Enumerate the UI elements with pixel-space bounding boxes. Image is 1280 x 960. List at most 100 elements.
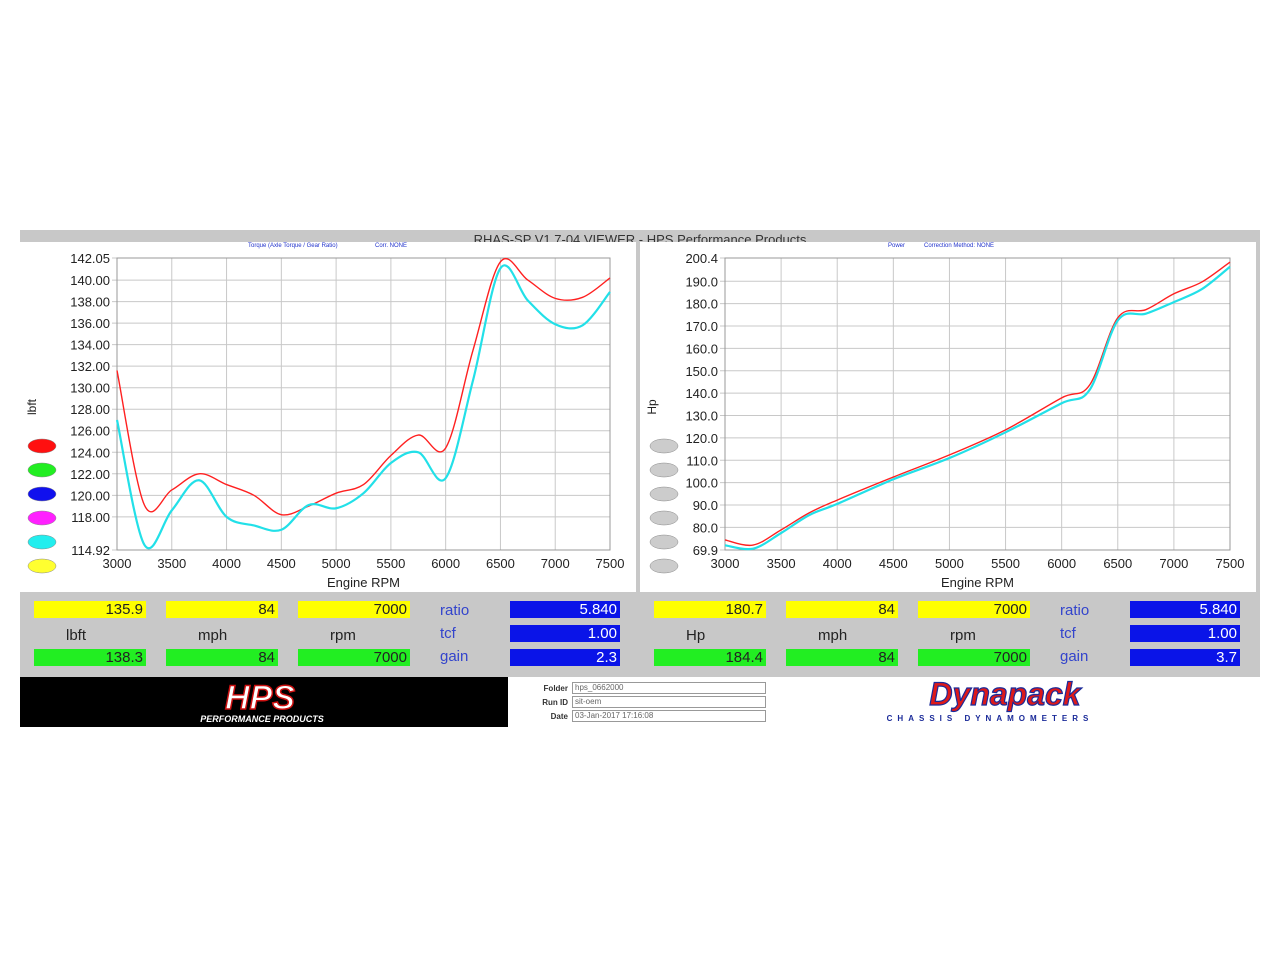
y-tick-label: 69.9	[693, 543, 718, 558]
x-tick-label: 4500	[879, 556, 908, 571]
legend-swatch-0	[649, 438, 679, 454]
x-tick-label: 6500	[486, 556, 515, 571]
y-tick-label: 142.05	[70, 251, 110, 266]
dyno-viewer-window: RHAS-SP V1.7-04 VIEWER - HPS Performance…	[20, 230, 1260, 727]
x-tick-label: 5000	[322, 556, 351, 571]
y-tick-label: 130.0	[685, 409, 718, 424]
unit-label: Hp	[686, 627, 706, 644]
unit-label: mph	[198, 627, 228, 644]
y-tick-label: 80.0	[693, 520, 718, 535]
param-value: 2.3	[510, 649, 620, 666]
torque-chart: 3000 3500 4000 4500 5000 5500 6000 6500 7000 7500…	[25, 251, 625, 590]
legend-swatch-1	[649, 462, 679, 478]
x-tick-label: 7000	[541, 556, 570, 571]
x-tick-label: 3500	[767, 556, 796, 571]
y-tick-label: 130.00	[70, 381, 110, 396]
svg-text:HPS: HPS	[225, 679, 295, 717]
y-tick-label: 170.0	[685, 319, 718, 334]
compare-value-1: 84	[166, 649, 278, 666]
y-tick-label: 90.0	[693, 498, 718, 513]
y-tick-label: 120.0	[685, 431, 718, 446]
legend-swatch-4	[649, 534, 679, 550]
y-tick-label: 138.00	[70, 295, 110, 310]
x-axis-label: Engine RPM	[327, 575, 400, 590]
torque-readouts: 135.9 138.3 lbft 84 84 mph 7000 7000 rpm ratio 5.8…	[20, 596, 636, 676]
y-tick-label: 126.00	[70, 424, 110, 439]
unit-label: lbft	[66, 627, 87, 644]
x-tick-label: 5000	[935, 556, 964, 571]
unit-label: mph	[818, 627, 848, 644]
folder-label: Folder	[543, 683, 568, 693]
x-tick-label: 4000	[212, 556, 241, 571]
y-tick-label: 134.00	[70, 338, 110, 353]
y-axis-label: lbft	[25, 398, 39, 415]
legend-swatch-1	[27, 462, 57, 478]
torque-correction: Corr. NONE	[375, 243, 408, 249]
param-label: ratio	[440, 602, 470, 619]
legend-swatch-5	[649, 558, 679, 574]
y-tick-label: 136.00	[70, 316, 110, 331]
x-tick-label: 5500	[991, 556, 1020, 571]
current-value-1: 84	[166, 601, 278, 618]
run-id-field[interactable]: sit-oem	[572, 696, 766, 708]
param-label: tcf	[440, 625, 456, 642]
y-tick-label: 124.00	[70, 445, 110, 460]
x-tick-label: 7000	[1159, 556, 1188, 571]
param-label: gain	[1060, 648, 1089, 665]
x-tick-label: 7500	[596, 556, 625, 571]
hps-logo: HPS PERFORMANCE PRODUCTS	[20, 677, 508, 727]
run-id-label: Run ID	[542, 697, 568, 707]
folder-field[interactable]: hps_0662000	[572, 682, 766, 694]
legend-swatch-2	[649, 486, 679, 502]
x-tick-label: 3000	[103, 556, 132, 571]
date-field[interactable]: 03-Jan-2017 17:16:08	[572, 710, 766, 722]
y-tick-label: 140.0	[685, 386, 718, 401]
param-label: ratio	[1060, 602, 1090, 619]
series-line-1	[724, 265, 1231, 551]
y-tick-label: 180.0	[685, 297, 718, 312]
legend-swatch-3	[649, 510, 679, 526]
torque-subtitle: Torque (Axle Torque / Gear Ratio)	[248, 243, 338, 249]
series-line-0	[724, 261, 1231, 547]
param-value: 5.840	[510, 601, 620, 618]
current-value-2: 7000	[298, 601, 410, 618]
plot-frame	[724, 257, 1231, 551]
compare-value-0: 184.4	[654, 649, 766, 666]
param-value: 5.840	[1130, 601, 1240, 618]
y-tick-label: 200.4	[685, 251, 718, 266]
legend-swatch-5	[27, 558, 57, 574]
compare-value-2: 7000	[918, 649, 1030, 666]
power-readouts: 180.7 184.4 Hp 84 84 mph 7000 7000 rpm ratio 5.840…	[640, 596, 1256, 676]
y-tick-label: 100.0	[685, 476, 718, 491]
current-value-0: 135.9	[34, 601, 146, 618]
x-tick-label: 3500	[157, 556, 186, 571]
param-value: 1.00	[1130, 625, 1240, 642]
legend-swatch-0	[27, 438, 57, 454]
unit-label: rpm	[330, 627, 356, 644]
param-value: 3.7	[1130, 649, 1240, 666]
legend-swatch-3	[27, 510, 57, 526]
svg-text:PERFORMANCE PRODUCTS: PERFORMANCE PRODUCTS	[200, 714, 324, 724]
y-tick-label: 190.0	[685, 274, 718, 289]
current-value-1: 84	[786, 601, 898, 618]
x-axis-label: Engine RPM	[941, 575, 1014, 590]
compare-value-0: 138.3	[34, 649, 146, 666]
unit-label: rpm	[950, 627, 976, 644]
svg-text:CHASSIS DYNAMOMETERS: CHASSIS DYNAMOMETERS	[887, 714, 1094, 723]
y-tick-label: 160.0	[685, 341, 718, 356]
torque-chart-panel: Torque (Axle Torque / Gear Ratio) Corr. …	[20, 242, 636, 592]
x-tick-label: 6000	[1047, 556, 1076, 571]
x-tick-label: 6500	[1103, 556, 1132, 571]
param-label: gain	[440, 648, 469, 665]
x-tick-label: 5500	[376, 556, 405, 571]
footer: HPS PERFORMANCE PRODUCTS Folder hps_06620…	[20, 677, 1260, 727]
y-tick-label: 118.00	[71, 510, 110, 525]
dynapack-logo: Dynapack CHASSIS DYNAMOMETERS	[887, 677, 1094, 723]
series-line-1	[115, 264, 611, 550]
x-tick-label: 4000	[823, 556, 852, 571]
y-tick-label: 110.0	[686, 453, 718, 468]
x-tick-label: 6000	[431, 556, 460, 571]
svg-text:Dynapack: Dynapack	[929, 677, 1082, 712]
power-subtitle: Power	[888, 243, 906, 249]
current-value-0: 180.7	[654, 601, 766, 618]
